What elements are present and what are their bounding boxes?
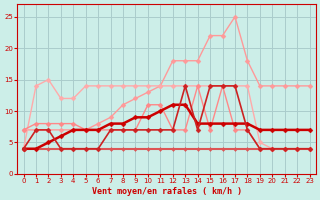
X-axis label: Vent moyen/en rafales ( km/h ): Vent moyen/en rafales ( km/h ) [92, 187, 242, 196]
